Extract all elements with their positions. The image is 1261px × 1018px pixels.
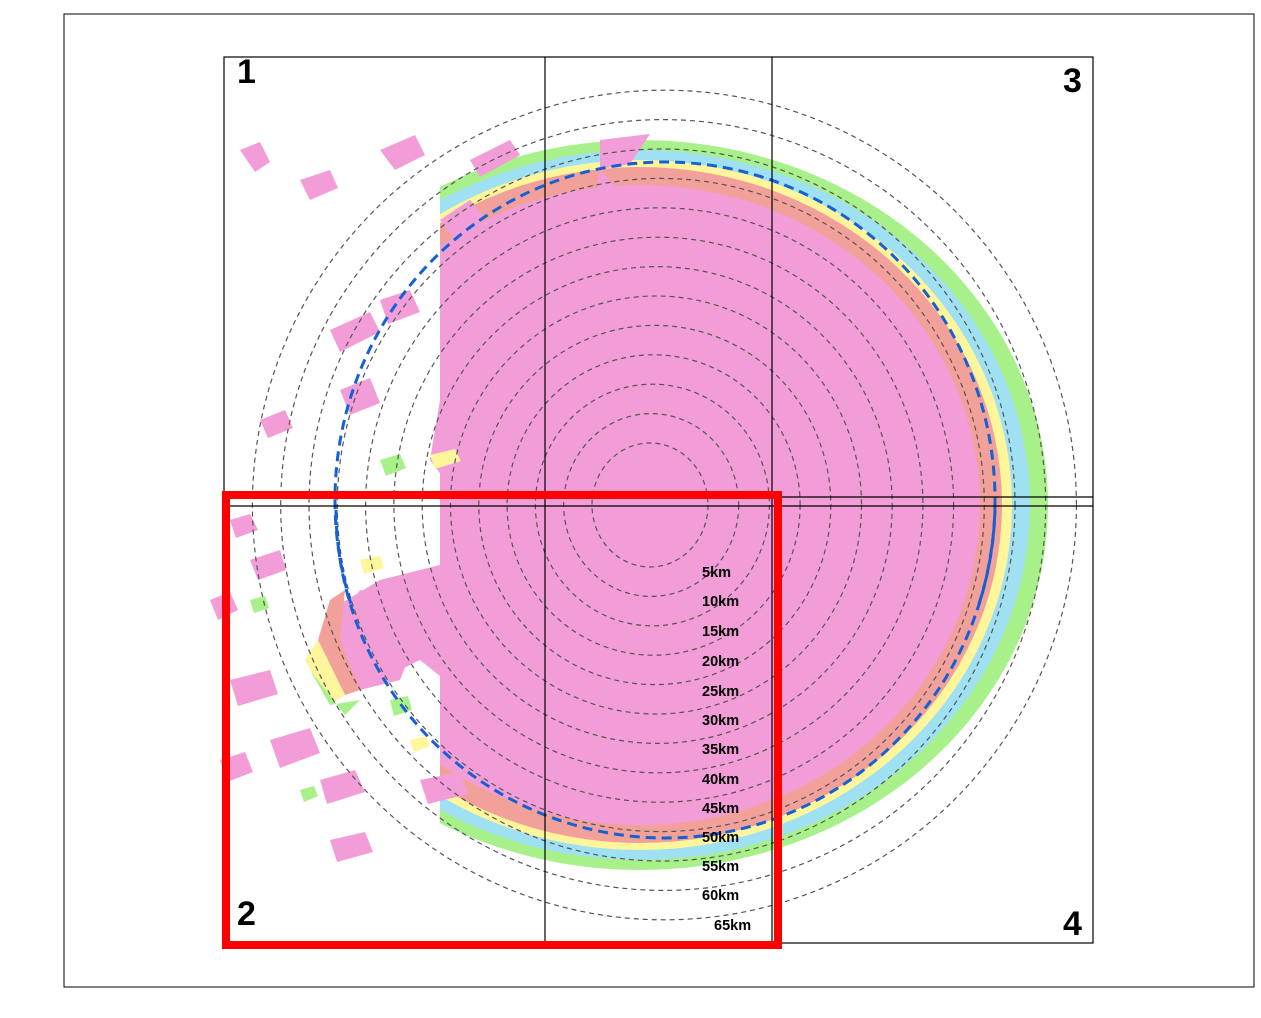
ring-label: 10km [702,594,739,610]
ring-label: 25km [702,684,739,700]
quadrant-label-2: 2 [237,895,256,933]
range-ring [534,383,771,627]
pink-lobe-low [330,560,540,690]
range-ring [449,295,863,715]
ring-label: 65km [714,918,751,934]
ring-label: 5km [702,565,731,581]
ring-label: 20km [702,654,739,670]
quadrant-label-4: 4 [1063,905,1082,943]
ring-labels: 5km 10km 15km 20km 25km 30km 35km 40km 4… [702,565,751,934]
green-edge-left [310,670,360,715]
range-ring [591,442,709,568]
ring-label: 40km [702,772,739,788]
boundary-50km-top [333,160,997,610]
range-ring [251,89,1078,921]
boundary-50km-bottom [334,509,997,840]
range-ring [364,207,955,803]
range-ring [280,119,1047,891]
ring-label: 55km [702,859,739,875]
range-ring [563,413,740,598]
ring-label: 45km [702,801,739,817]
range-ring [336,177,985,833]
ring-label: 15km [702,624,739,640]
range-ring [393,236,924,774]
ring-label: 35km [702,742,739,758]
ring-label: 60km [702,888,739,904]
coverage-bands [210,134,1048,870]
highlight-quadrant-2 [222,491,782,949]
range-ring [506,354,801,656]
quadrant-label-1: 1 [237,53,256,91]
outer-frame [63,13,1255,988]
ring-label: 50km [702,830,739,846]
ring-label: 30km [702,713,739,729]
range-rings [251,89,1078,921]
range-ring [478,324,832,686]
yellow-edge-left [305,640,345,705]
clutter-patches-yellow [360,449,461,752]
quadrant-label-3: 3 [1063,62,1082,100]
range-ring [308,148,1016,862]
range-ring [421,266,893,744]
clutter-patches-green [250,454,412,802]
salmon-edge-left [318,590,360,695]
